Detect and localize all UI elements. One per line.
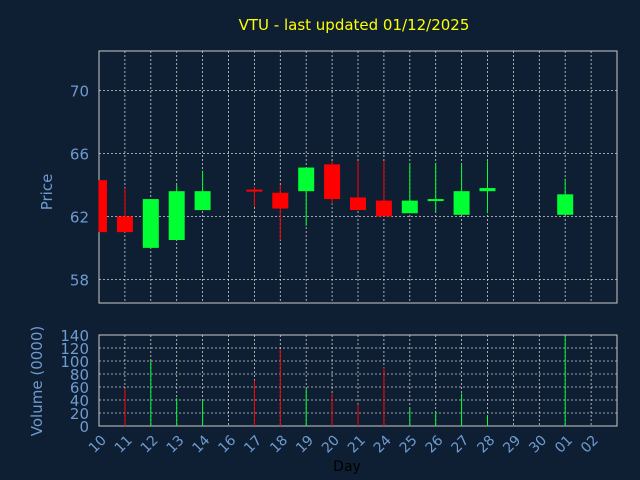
x-tick-label: 17 bbox=[241, 433, 265, 457]
candle-body bbox=[375, 200, 392, 217]
price-panel: 58 62 66 70 bbox=[70, 50, 618, 304]
candle bbox=[324, 161, 341, 204]
candle bbox=[168, 184, 185, 240]
volume-tick-label: 60 bbox=[70, 379, 89, 397]
candle-body bbox=[116, 216, 133, 233]
x-axis-label: Day bbox=[333, 459, 361, 475]
volume-panel: 10 11 12 13 14 16 17 18 19 20 21 24 25 26 27 28 29 30 01 02… bbox=[60, 327, 618, 457]
candle bbox=[98, 180, 107, 233]
candle bbox=[557, 178, 574, 215]
x-tick-label: 01 bbox=[552, 433, 576, 457]
x-tick-label: 25 bbox=[397, 433, 421, 457]
price-tick-label: 66 bbox=[70, 145, 89, 163]
x-tick-label: 13 bbox=[164, 433, 188, 457]
x-tick-label: 27 bbox=[449, 433, 473, 457]
candle-body bbox=[401, 200, 418, 214]
x-tick-label: 12 bbox=[138, 433, 162, 457]
x-tick-label: 18 bbox=[267, 433, 291, 457]
candle-body bbox=[427, 199, 444, 202]
candle-body bbox=[142, 199, 159, 248]
volume-tick-label: 0 bbox=[79, 418, 89, 436]
candle bbox=[246, 186, 263, 207]
price-tick-label: 58 bbox=[70, 271, 89, 289]
candle-body bbox=[168, 191, 185, 240]
x-tick-label: 02 bbox=[578, 433, 602, 457]
x-tick-label: 14 bbox=[190, 432, 214, 456]
candle-body bbox=[324, 164, 341, 200]
candle-body bbox=[453, 191, 470, 215]
x-tick-label: 19 bbox=[293, 433, 317, 457]
candle bbox=[453, 164, 470, 215]
price-axis-label: Price bbox=[38, 174, 56, 211]
candle bbox=[298, 167, 315, 226]
volume-tick-label: 20 bbox=[70, 405, 89, 423]
volume-axis-label: Volume (0000) bbox=[28, 326, 46, 436]
x-tick-label: 24 bbox=[371, 432, 395, 456]
candle-body bbox=[272, 192, 289, 209]
candle bbox=[142, 199, 159, 248]
volume-tick-label: 80 bbox=[70, 366, 89, 384]
candle bbox=[479, 161, 496, 214]
x-tick-label: 28 bbox=[474, 433, 498, 457]
x-tick-label: 21 bbox=[345, 433, 369, 457]
x-tick-label: 10 bbox=[86, 433, 110, 457]
volume-tick-label: 40 bbox=[70, 392, 89, 410]
volume-tick-label: 120 bbox=[60, 340, 89, 358]
x-tick-label: 26 bbox=[423, 432, 447, 456]
candle bbox=[401, 162, 418, 214]
candle bbox=[116, 188, 133, 233]
candle-body bbox=[350, 197, 366, 211]
candle bbox=[194, 170, 211, 211]
chart-title: VTU - last updated 01/12/2025 bbox=[239, 16, 470, 34]
candle bbox=[272, 184, 289, 240]
candle-body bbox=[99, 180, 107, 233]
x-tick-label: 16 bbox=[215, 432, 239, 456]
x-tick-label: 11 bbox=[112, 433, 136, 457]
candle-body bbox=[194, 191, 211, 211]
price-tick-label: 62 bbox=[70, 208, 89, 226]
x-tick-label: 30 bbox=[526, 433, 550, 457]
candle-body bbox=[479, 188, 496, 192]
candle bbox=[375, 161, 392, 217]
volume-tick-label: 100 bbox=[60, 353, 89, 371]
x-tick-label: 20 bbox=[319, 433, 343, 457]
x-tick-label: 29 bbox=[500, 433, 524, 457]
candle bbox=[350, 161, 366, 211]
candle-body bbox=[298, 167, 315, 192]
candle-body bbox=[246, 189, 263, 192]
candle bbox=[427, 162, 444, 212]
volume-tick-label: 140 bbox=[60, 327, 89, 345]
price-tick-label: 70 bbox=[70, 82, 89, 100]
candle-body bbox=[557, 194, 574, 215]
